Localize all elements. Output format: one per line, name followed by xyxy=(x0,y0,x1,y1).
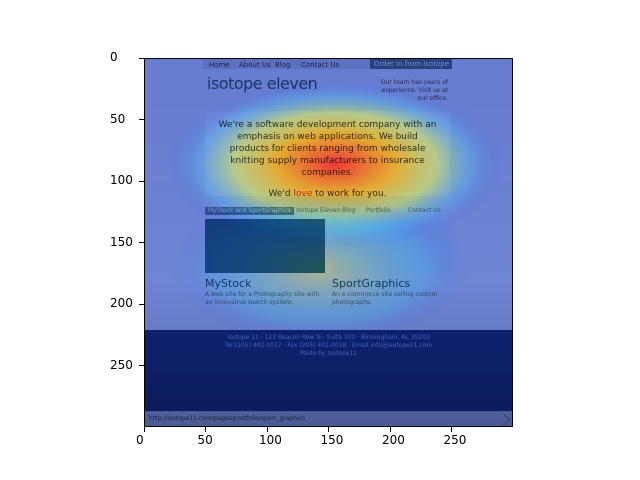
hero-text: We're a software development company wit… xyxy=(218,120,437,178)
y-tick-label: 200 xyxy=(110,296,133,310)
order-cta-button[interactable]: Order in from Isotope Eleven xyxy=(370,59,452,78)
y-tick-mark xyxy=(139,180,144,182)
product-carousel: MyStock A web site for a Photography sit… xyxy=(205,219,452,314)
mystock-thumbnail[interactable] xyxy=(205,219,325,273)
status-url: http://isotope11.com/pages/portfolio/spo… xyxy=(149,415,306,422)
y-tick-mark xyxy=(139,57,144,59)
webpage-screenshot: Home About Us Blog Contact Us Order in f… xyxy=(145,59,512,426)
x-tick-mark xyxy=(328,427,329,432)
sportgraphics-title[interactable]: SportGraphics xyxy=(332,277,411,290)
hero-cta-suffix: to work for you. xyxy=(315,189,387,199)
nav-item-home[interactable]: Home xyxy=(209,61,230,69)
y-tick-label: 150 xyxy=(110,234,133,249)
mystock-title[interactable]: MyStock xyxy=(205,277,252,290)
y-tick-label: 50 xyxy=(110,111,126,126)
x-tick-mark xyxy=(266,427,268,432)
tab-portfolio[interactable]: Portfolio xyxy=(366,207,391,214)
plot-area: Home About Us Blog Contact Us Order in f… xyxy=(144,58,513,427)
tab-blog[interactable]: Isotope Eleven Blog xyxy=(296,207,356,214)
sportgraphics-thumbnail[interactable] xyxy=(332,219,452,273)
sportgraphics-description: An e-commerce site selling custom photog… xyxy=(332,291,438,306)
y-tick-mark xyxy=(139,303,144,305)
browser-status-bar: http://isotope11.com/pages/portfolio/spo… xyxy=(145,411,512,426)
top-navigation: Home About Us Blog Contact Us Order in f… xyxy=(203,59,452,78)
portfolio-tabs: MyStock and SportGraphics Isotope Eleven… xyxy=(205,207,450,215)
y-tick-label: 0 xyxy=(110,50,118,64)
product-card-mystock[interactable]: MyStock A web site for a Photography sit… xyxy=(205,219,325,314)
nav-item-about[interactable]: About Us xyxy=(239,61,271,69)
x-tick-label: 50 xyxy=(197,433,213,447)
x-tick-mark xyxy=(143,427,145,432)
footer-line-credit[interactable]: Made by Isotope11 xyxy=(299,350,358,357)
hero-cta: We'd love to work for you. xyxy=(217,189,438,199)
footer-text: Isotope 11 · 123 Beacon Row N · Suite 10… xyxy=(145,334,512,358)
hero-message: We're a software development company wit… xyxy=(205,111,450,199)
hero-cta-love: love xyxy=(293,189,313,199)
nav-item-blog[interactable]: Blog xyxy=(275,61,291,69)
tab-contact[interactable]: Contact Us xyxy=(408,207,441,214)
y-tick-mark xyxy=(139,365,144,366)
x-tick-label: 250 xyxy=(443,433,467,447)
y-tick-mark xyxy=(139,119,144,120)
nav-item-contact[interactable]: Contact Us xyxy=(301,61,340,69)
site-logo[interactable]: isotope eleven xyxy=(207,74,318,93)
x-tick-mark xyxy=(451,427,452,432)
resize-handle-icon[interactable] xyxy=(497,413,510,426)
footer-line-contact: Tel (205) 402-0017 · Fax (205) 402-0018 … xyxy=(224,342,433,349)
y-tick-label: 100 xyxy=(110,173,133,187)
x-tick-label: 150 xyxy=(320,433,344,447)
product-card-sportgraphics[interactable]: SportGraphics An e-commerce site selling… xyxy=(332,219,452,314)
x-tick-label: 0 xyxy=(136,433,144,447)
y-tick-mark xyxy=(139,242,144,243)
y-tick-label: 250 xyxy=(110,357,133,372)
site-footer: Isotope 11 · 123 Beacon Row N · Suite 10… xyxy=(145,330,512,414)
x-tick-mark xyxy=(205,427,206,432)
x-tick-label: 100 xyxy=(259,433,282,447)
site-tagline: Our team has years of experience. Visit … xyxy=(380,79,448,102)
x-tick-label: 200 xyxy=(382,433,405,447)
mystock-description: A web site for a Photography site with a… xyxy=(205,291,320,306)
tab-mystock-sportgraphics[interactable]: MyStock and SportGraphics xyxy=(205,207,295,215)
x-tick-mark xyxy=(389,427,391,432)
hero-cta-prefix: We'd xyxy=(268,189,291,199)
footer-line-address: Isotope 11 · 123 Beacon Row N · Suite 10… xyxy=(227,334,430,341)
